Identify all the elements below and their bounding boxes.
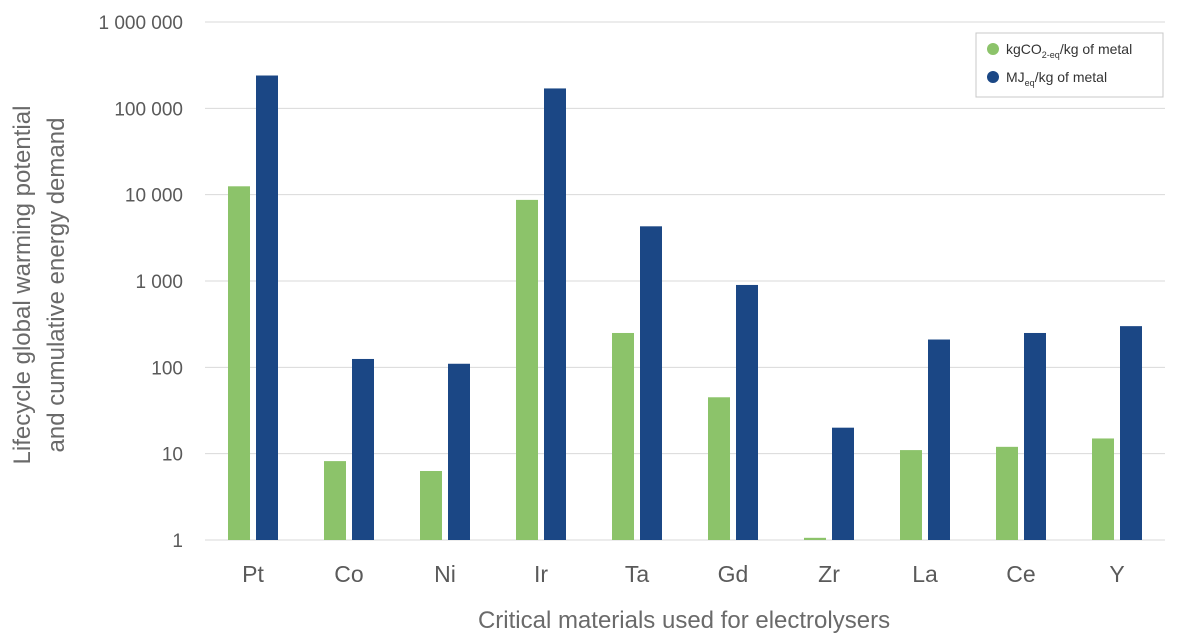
bar-la-co2 [900,450,922,540]
bar-zr-co2 [804,537,826,540]
x-tick-label: Pt [242,561,264,587]
legend-label-co2: kgCO2-eq/kg of metal [1006,41,1132,60]
x-tick-label: Gd [718,561,749,587]
y-axis-title-line-2: and cumulative energy demand [43,118,70,453]
x-tick-label: Co [334,561,363,587]
legend-label-mj: MJeq/kg of metal [1006,69,1107,88]
bar-ni-co2 [420,470,442,540]
bar-ta-co2 [612,332,634,540]
x-tick-label: Zr [818,561,840,587]
bar-co-mj [352,358,374,540]
y-tick-label: 100 000 [114,99,183,120]
bar-ir-co2 [516,199,538,540]
y-tick-label: 1 000 000 [98,13,183,34]
x-tick-label: Y [1109,561,1124,587]
bar-ta-mj [640,226,662,541]
bar-gd-co2 [708,397,730,540]
x-tick-label: Ni [434,561,456,587]
legend-swatch-mj [987,71,999,83]
y-tick-label: 1 000 [135,272,183,293]
bar-zr-mj [832,427,854,540]
x-tick-labels: Pt Co Ni Ir Ta Gd Zr La Ce Y [242,561,1125,587]
legend: kgCO2-eq/kg of metal MJeq/kg of metal [975,32,1164,98]
y-axis-title-line-1: Lifecycle global warming potential [9,106,36,465]
gridlines [205,21,1165,541]
legend-box [975,32,1164,98]
bar-y-co2 [1092,438,1114,540]
bar-pt-mj [256,75,278,541]
bar-ce-co2 [996,446,1018,540]
bar-y-mj [1120,326,1142,540]
x-tick-label: Ce [1006,561,1035,587]
legend-swatch-co2 [987,43,999,55]
bar-la-mj [928,339,950,540]
bars [228,75,1142,541]
x-tick-label: La [912,561,938,587]
bar-ni-mj [448,363,470,540]
y-tick-label: 10 000 [125,186,183,207]
y-tick-labels: 1 10 100 1 000 10 000 100 000 1 000 000 [98,13,183,552]
x-tick-label: Ir [534,561,548,587]
y-tick-label: 100 [151,358,183,379]
bar-ce-mj [1024,332,1046,540]
bar-co-co2 [324,461,346,540]
bar-pt-co2 [228,186,250,540]
x-axis-title: Critical materials used for electrolyser… [478,607,890,634]
x-tick-label: Ta [625,561,650,587]
y-tick-label: 1 [172,531,183,552]
bar-gd-mj [736,284,758,540]
y-tick-label: 10 [162,445,183,466]
bar-ir-mj [544,88,566,540]
